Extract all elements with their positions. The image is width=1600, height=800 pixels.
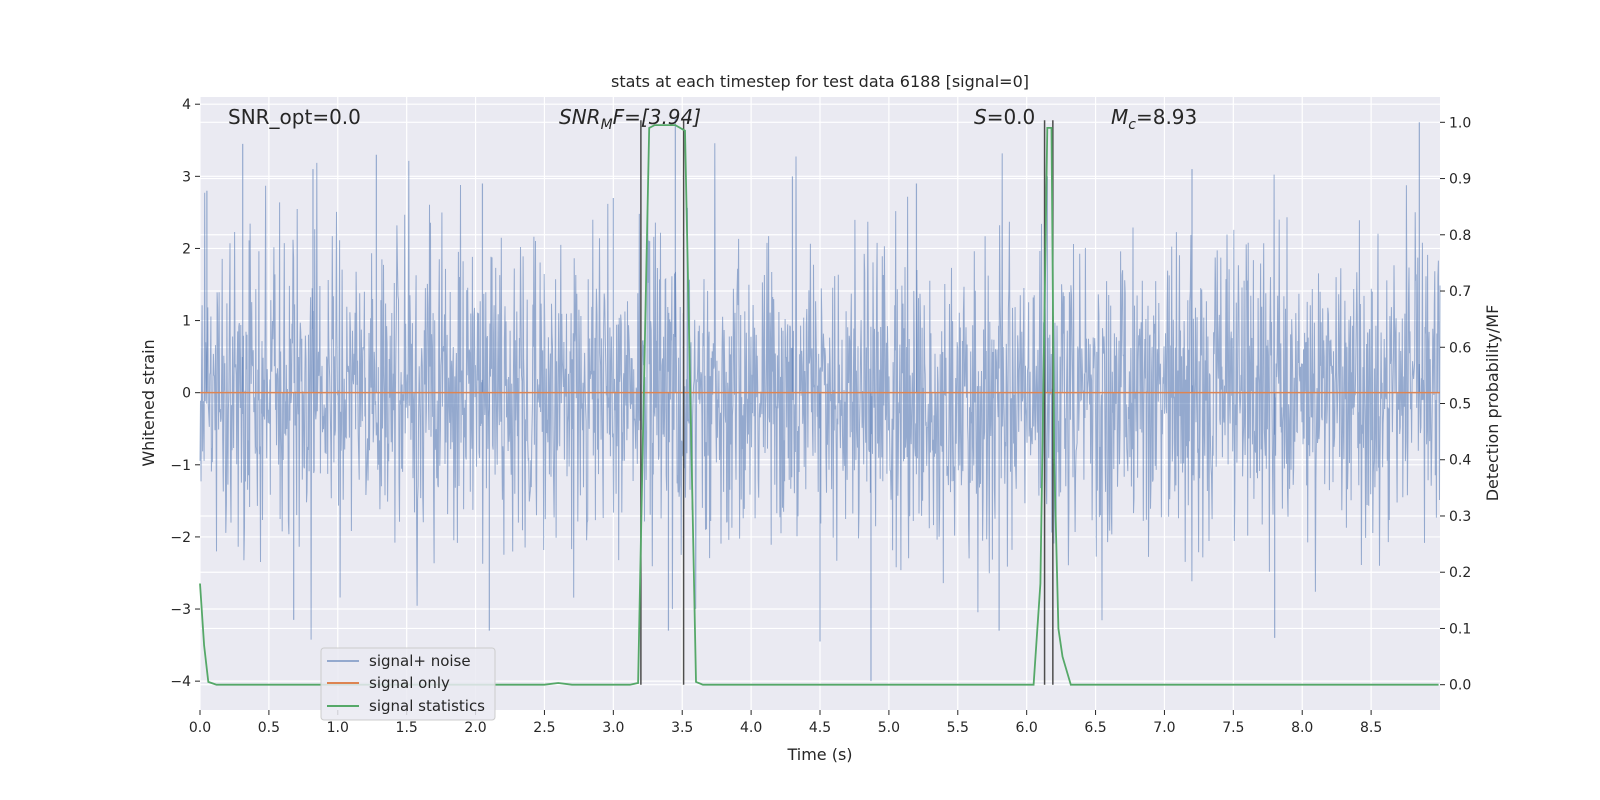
x-tick-label: 0.5 [258,720,280,736]
y-left-tick-label: 4 [182,97,191,113]
x-tick-label: 4.5 [809,720,831,736]
x-tick-label: 6.5 [1084,720,1106,736]
x-tick-label: 3.5 [671,720,693,736]
x-tick-label: 1.0 [327,720,349,736]
y-axis-left-ticks: 4 3 2 1 0 −1 −2 −3 −4 [170,97,200,690]
y-right-tick-label: 0.1 [1449,621,1471,637]
y-left-tick-label: 3 [182,169,191,185]
y-right-tick-label: 0.9 [1449,172,1471,188]
legend-label-signal-statistics: signal statistics [369,697,485,715]
annotation-mc-suffix: =8.93 [1136,105,1197,129]
x-tick-label: 0.0 [189,720,211,736]
x-axis-ticks: 0.0 0.5 1.0 1.5 2.0 2.5 3.0 3.5 4.0 4.5 5.0 5.5 6.0 6… [189,710,1382,736]
annotation-snr-mf: SNRMF=[3.94] [559,105,701,133]
y-left-tick-label: −3 [170,602,191,618]
y-axis-right-label: Detection probability/MF [1483,305,1502,502]
annotation-mc-prefix: M [1111,105,1128,129]
x-tick-label: 7.5 [1222,720,1244,736]
y-right-tick-label: 0.6 [1449,340,1471,356]
annotation-mc: Mc=8.93 [1111,105,1197,133]
y-right-tick-label: 0.4 [1449,453,1471,469]
legend-label-signal-noise: signal+ noise [369,652,471,670]
x-tick-label: 6.0 [1016,720,1038,736]
y-left-tick-label: 1 [182,314,191,330]
legend-box [320,647,496,721]
x-tick-label: 5.5 [947,720,969,736]
annotation-snr-opt: SNR_opt=0.0 [228,105,361,129]
legend-label-signal-only: signal only [369,674,450,692]
x-axis-label: Time (s) [786,745,852,764]
noise-line [199,143,1441,640]
x-tick-label: 7.0 [1153,720,1175,736]
y-left-tick-label: −2 [170,530,191,546]
chart-title: stats at each timestep for test data 618… [611,72,1029,91]
annotation-s-suffix: =0.0 [987,105,1036,129]
x-tick-label: 2.0 [464,720,486,736]
y-left-tick-label: 2 [182,241,191,257]
y-left-tick-label: 0 [182,386,191,402]
y-left-tick-label: −4 [170,674,191,690]
y-right-tick-label: 0.8 [1449,228,1471,244]
annotation-s: S=0.0 [974,105,1035,129]
annotation-mc-sub: c [1128,117,1136,133]
y-right-tick-label: 0.5 [1449,397,1471,413]
y-right-tick-label: 1.0 [1449,115,1471,131]
x-tick-label: 3.0 [602,720,624,736]
x-tick-label: 2.5 [533,720,555,736]
y-right-tick-label: 0.3 [1449,509,1471,525]
annotation-snr-mf-suffix: F=[3.94] [613,105,701,129]
x-tick-label: 4.0 [740,720,762,736]
x-tick-label: 8.0 [1291,720,1313,736]
legend: signal+ noise signal only signal statist… [320,647,496,721]
annotation-s-prefix: S [974,105,987,129]
series-signal-noise [199,118,1441,682]
x-tick-label: 8.5 [1360,720,1382,736]
y-left-tick-label: −1 [170,458,191,474]
y-axis-right-ticks: 1.0 0.9 0.8 0.7 0.6 0.5 0.4 0.3 0.2 0.1 0.0 [1440,115,1471,694]
y-axis-left-label: Whitened strain [139,339,158,466]
x-tick-label: 5.0 [878,720,900,736]
y-right-tick-label: 0.7 [1449,284,1471,300]
x-tick-label: 1.5 [396,720,418,736]
y-right-tick-label: 0.2 [1449,565,1471,581]
annotation-snr-mf-prefix: SNR [559,105,601,129]
y-right-tick-label: 0.0 [1449,678,1471,694]
annotation-snr-mf-sub: M [601,117,613,133]
